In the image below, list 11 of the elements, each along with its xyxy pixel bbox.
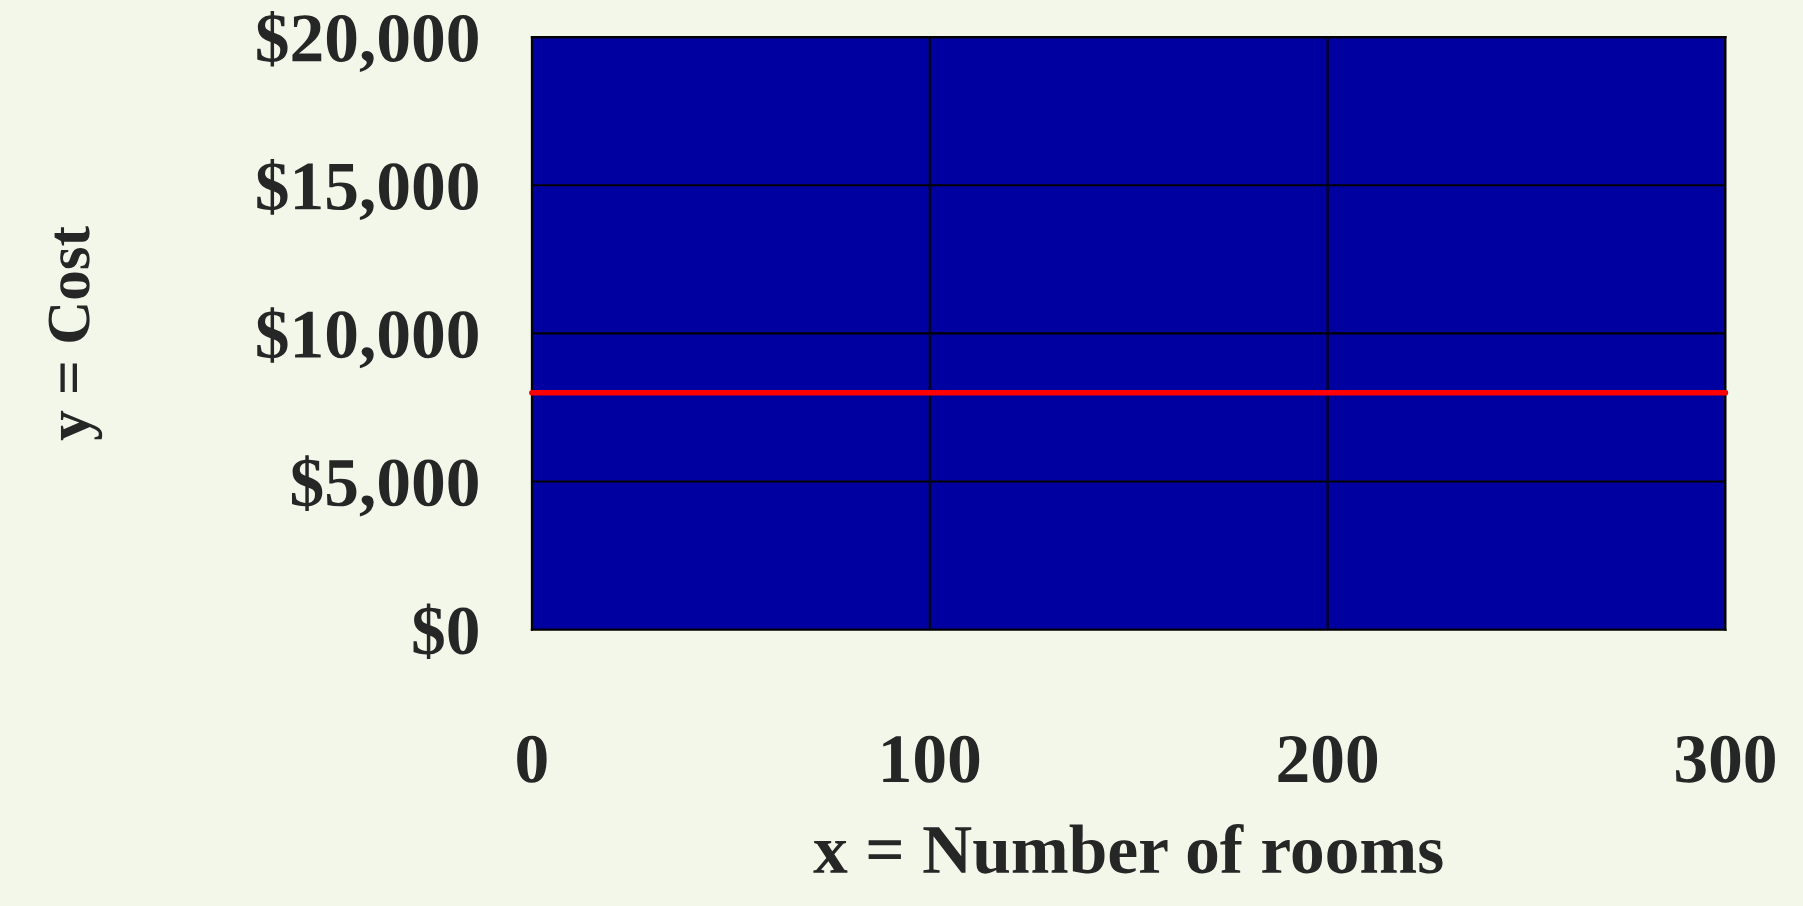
x-tick-label: 200: [1278, 735, 1378, 783]
y-axis-title: y = Cost: [48, 226, 103, 441]
y-tick-label: $10,000: [257, 307, 478, 369]
x-axis-title: x = Number of rooms: [813, 823, 1443, 874]
x-tick-label: 0: [517, 735, 547, 783]
y-tick-label: $20,000: [257, 10, 478, 72]
y-tick-label: $15,000: [257, 159, 478, 221]
y-tick-label: $0: [413, 603, 478, 660]
x-tick-label: 300: [1676, 735, 1775, 783]
x-tick-label: 100: [883, 735, 980, 783]
y-tick-label: $5,000: [292, 455, 478, 517]
